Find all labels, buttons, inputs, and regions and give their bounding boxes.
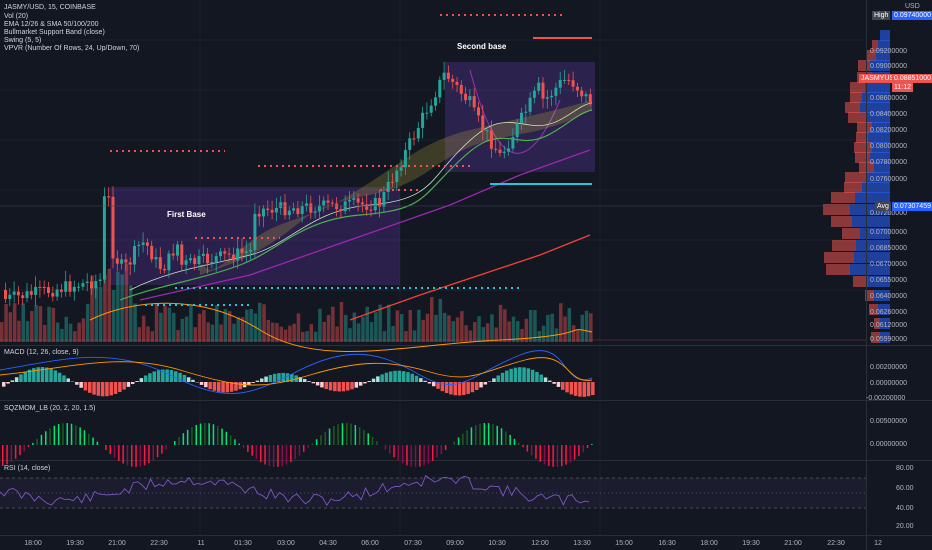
price-label: 0.07200000 bbox=[870, 210, 907, 217]
indicator-vpvr[interactable]: VPVR (Number Of Rows, 24, Up/Down, 70) bbox=[4, 45, 140, 52]
sqz-axis-label: 0.00500000 bbox=[870, 418, 907, 425]
volume-ma-line bbox=[89, 302, 593, 352]
price-label: 0.06850000 bbox=[870, 245, 907, 252]
time-label: 13:30 bbox=[573, 540, 591, 547]
price-label: 0.09200000 bbox=[870, 48, 907, 55]
macd-axis-label: 0.00000000 bbox=[870, 380, 907, 387]
time-label: 21:00 bbox=[784, 540, 802, 547]
rsi-title[interactable]: RSI (14, close) bbox=[4, 465, 51, 472]
current-symbol-tag: JASMYUSD bbox=[859, 74, 902, 83]
indicator-ema-sma[interactable]: EMA 12/26 & SMA 50/100/200 bbox=[4, 21, 99, 28]
current-price-tag: 0.08851000 bbox=[892, 74, 932, 83]
price-label: 0.08200000 bbox=[870, 127, 907, 134]
time-label: 16:30 bbox=[658, 540, 676, 547]
sma-200-line bbox=[349, 234, 591, 321]
macd-title[interactable]: MACD (12, 26, close, 9) bbox=[4, 349, 79, 356]
time-label: 07:30 bbox=[404, 540, 422, 547]
price-label: 0.06400000 bbox=[870, 293, 907, 300]
ema-band-lower bbox=[119, 109, 593, 301]
macd-signal-line bbox=[0, 357, 593, 386]
pane-divider-3[interactable] bbox=[0, 460, 932, 461]
rsi-axis-label: 60.00 bbox=[896, 485, 914, 492]
swing-levels bbox=[110, 14, 565, 306]
high-tag-value: 0.09740000 bbox=[892, 11, 932, 20]
time-label: 18:00 bbox=[24, 540, 42, 547]
price-label: 0.08600000 bbox=[870, 95, 907, 102]
second-base-label: Second base bbox=[457, 42, 507, 51]
macd-histogram bbox=[2, 367, 595, 397]
price-label: 0.06700000 bbox=[870, 261, 907, 268]
avg-tag-value: 0.07307459 bbox=[892, 202, 932, 211]
second-base-curve bbox=[469, 69, 561, 154]
time-label: 06:00 bbox=[361, 540, 379, 547]
high-tag-label: High bbox=[872, 11, 891, 20]
candle-countdown: 11:12 bbox=[892, 83, 913, 92]
macd-axis-label: 0.00200000 bbox=[870, 364, 907, 371]
time-label: 04:30 bbox=[319, 540, 337, 547]
time-label: 09:00 bbox=[446, 540, 464, 547]
price-label: 0.09000000 bbox=[870, 63, 907, 70]
time-label: 15:00 bbox=[615, 540, 633, 547]
indicator-bull-band[interactable]: Bullmarket Support Band (close) bbox=[4, 29, 105, 36]
volume-bars bbox=[0, 263, 593, 342]
rsi-axis-label: 80.00 bbox=[896, 465, 914, 472]
time-label: 22:30 bbox=[827, 540, 845, 547]
time-label: 12:00 bbox=[531, 540, 549, 547]
indicator-vol[interactable]: Vol (20) bbox=[4, 13, 29, 20]
macd-axis-label: -0.00200000 bbox=[866, 395, 906, 402]
time-label: 10:30 bbox=[488, 540, 506, 547]
sqzmom-histogram bbox=[2, 423, 593, 467]
price-axis[interactable] bbox=[866, 0, 932, 550]
candlesticks bbox=[4, 61, 592, 307]
price-label: 0.07600000 bbox=[870, 176, 907, 183]
price-label: 0.06260000 bbox=[870, 309, 907, 316]
pane-divider-1[interactable] bbox=[0, 345, 932, 346]
sqzmom-title[interactable]: SQZMOM_LB (20, 2, 20, 1.5) bbox=[4, 405, 96, 412]
currency-label[interactable]: USD bbox=[905, 3, 920, 10]
rsi-axis-label: 40.00 bbox=[896, 505, 914, 512]
price-label: 0.07800000 bbox=[870, 159, 907, 166]
volume-profile bbox=[823, 30, 890, 343]
chart-grid bbox=[0, 0, 866, 535]
ema-band-upper bbox=[129, 102, 593, 291]
time-label: 12 bbox=[874, 540, 882, 547]
bull-market-band bbox=[200, 100, 592, 275]
avg-tag-label: Avg bbox=[875, 202, 891, 211]
rsi-axis-label: 20.00 bbox=[896, 523, 914, 530]
time-label: 21:00 bbox=[108, 540, 126, 547]
price-label: 0.05990000 bbox=[870, 336, 907, 343]
sqz-axis-label: 0.00000000 bbox=[870, 441, 907, 448]
time-label: 18:00 bbox=[700, 540, 718, 547]
sma-100-line bbox=[139, 149, 591, 301]
time-label: 03:00 bbox=[277, 540, 295, 547]
price-label: 0.07000000 bbox=[870, 229, 907, 236]
rsi-line bbox=[0, 474, 590, 507]
time-label: 19:30 bbox=[66, 540, 84, 547]
price-label: 0.06550000 bbox=[870, 277, 907, 284]
pane-divider-2[interactable] bbox=[0, 400, 932, 401]
price-label: 0.08400000 bbox=[870, 111, 907, 118]
time-label: 22:30 bbox=[150, 540, 168, 547]
symbol-title[interactable]: JASMY/USD, 15, COINBASE bbox=[4, 4, 96, 11]
time-axis-border bbox=[0, 535, 932, 536]
time-label: 19:30 bbox=[742, 540, 760, 547]
time-label: 01:30 bbox=[234, 540, 252, 547]
price-label: 0.06120000 bbox=[870, 322, 907, 329]
price-label: 0.08000000 bbox=[870, 143, 907, 150]
indicator-swing[interactable]: Swing (5, 5) bbox=[4, 37, 42, 44]
time-label: 11 bbox=[197, 540, 205, 547]
first-base-label: First Base bbox=[167, 210, 206, 219]
